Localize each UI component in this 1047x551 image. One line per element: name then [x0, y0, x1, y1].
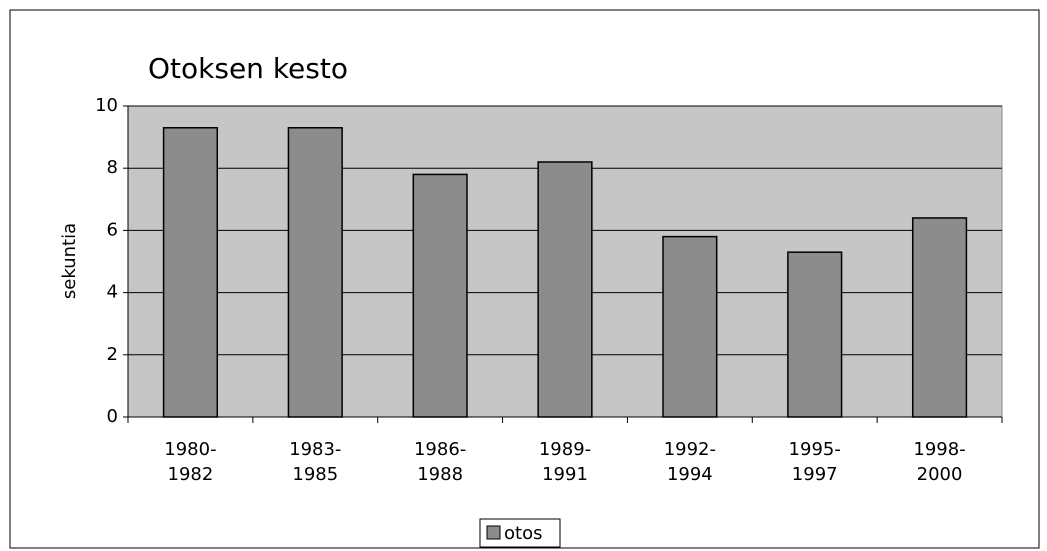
bar — [911, 217, 968, 418]
x-tick-label: 1983-1985 — [289, 439, 341, 485]
bar — [162, 127, 219, 418]
y-tick-label: 2 — [107, 344, 118, 365]
x-tick-label: 1986-1988 — [414, 439, 466, 485]
x-tick-label: 1989-1991 — [539, 439, 591, 485]
y-tick-label: 0 — [107, 406, 118, 427]
bar — [287, 127, 343, 418]
bar — [537, 161, 593, 418]
chart-title: Otoksen kesto — [148, 52, 348, 85]
y-tick-label: 6 — [107, 219, 118, 240]
legend-label: otos — [504, 523, 542, 544]
bar — [412, 173, 468, 418]
x-tick-label: 1992-1994 — [664, 439, 716, 485]
legend-swatch — [486, 525, 501, 540]
bar — [787, 251, 843, 418]
y-axis-label: sekuntia — [59, 223, 80, 299]
x-tick-label: 1995-1997 — [789, 439, 841, 485]
y-tick-label: 4 — [107, 282, 118, 303]
y-tick-label: 10 — [95, 95, 118, 116]
y-tick-label: 8 — [107, 157, 118, 178]
bar — [662, 235, 718, 418]
x-tick-label: 1998-2000 — [913, 439, 965, 485]
x-tick-label: 1980-1982 — [164, 439, 216, 485]
